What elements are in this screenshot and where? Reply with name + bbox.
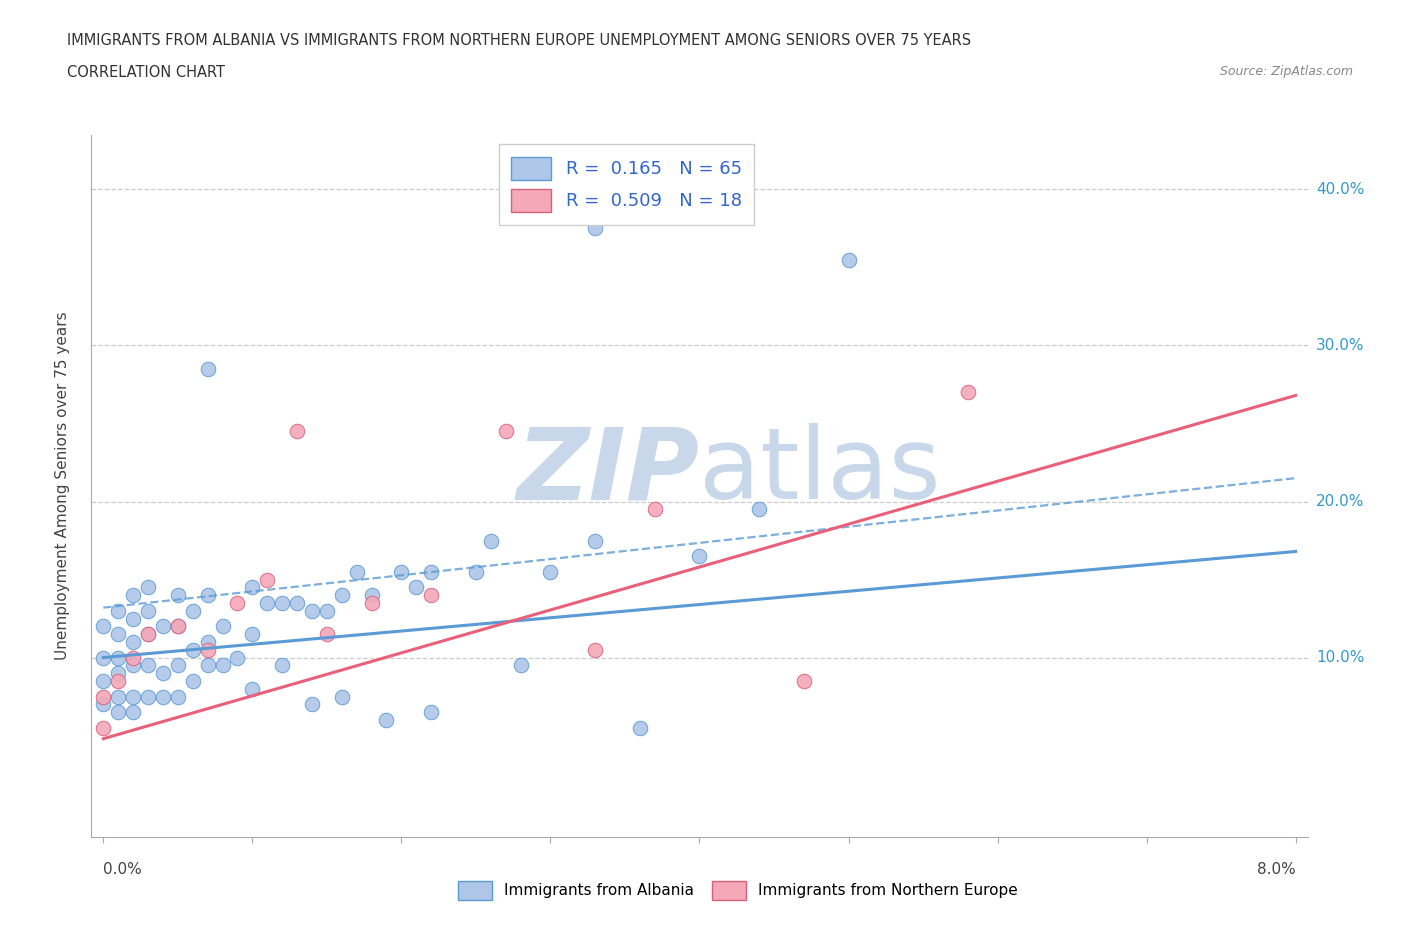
- Point: [152, 619, 174, 634]
- Point: [166, 619, 188, 634]
- Point: [495, 424, 517, 439]
- Point: [583, 533, 606, 548]
- Point: [166, 689, 188, 704]
- Point: [240, 580, 263, 595]
- Point: [181, 604, 204, 618]
- Point: [793, 673, 815, 688]
- Point: [122, 689, 145, 704]
- Point: [107, 650, 129, 665]
- Point: [91, 689, 114, 704]
- Point: [197, 362, 219, 377]
- Point: [136, 627, 159, 642]
- Point: [107, 604, 129, 618]
- Point: [197, 634, 219, 649]
- Point: [107, 705, 129, 720]
- Point: [136, 580, 159, 595]
- Point: [181, 673, 204, 688]
- Point: [285, 424, 308, 439]
- Point: [122, 705, 145, 720]
- Point: [688, 549, 710, 564]
- Point: [301, 697, 323, 711]
- Point: [122, 658, 145, 672]
- Point: [166, 588, 188, 603]
- Point: [152, 689, 174, 704]
- Point: [197, 658, 219, 672]
- Point: [330, 689, 353, 704]
- Point: [271, 658, 294, 672]
- Point: [405, 580, 427, 595]
- Point: [122, 588, 145, 603]
- Point: [91, 721, 114, 736]
- Text: atlas: atlas: [699, 423, 941, 521]
- Point: [838, 252, 860, 267]
- Legend: Immigrants from Albania, Immigrants from Northern Europe: Immigrants from Albania, Immigrants from…: [453, 874, 1024, 907]
- Point: [420, 705, 443, 720]
- Point: [956, 385, 979, 400]
- Legend: R =  0.165   N = 65, R =  0.509   N = 18: R = 0.165 N = 65, R = 0.509 N = 18: [499, 144, 754, 224]
- Point: [122, 650, 145, 665]
- Point: [91, 697, 114, 711]
- Point: [91, 650, 114, 665]
- Text: ZIP: ZIP: [516, 423, 699, 521]
- Text: 40.0%: 40.0%: [1316, 182, 1364, 197]
- Point: [181, 643, 204, 658]
- Point: [122, 634, 145, 649]
- Point: [256, 595, 278, 610]
- Point: [628, 721, 651, 736]
- Point: [166, 619, 188, 634]
- Point: [240, 682, 263, 697]
- Point: [240, 627, 263, 642]
- Text: Source: ZipAtlas.com: Source: ZipAtlas.com: [1219, 65, 1353, 78]
- Point: [479, 533, 502, 548]
- Point: [644, 502, 666, 517]
- Point: [136, 689, 159, 704]
- Point: [315, 627, 337, 642]
- Text: 8.0%: 8.0%: [1257, 862, 1296, 877]
- Point: [256, 572, 278, 587]
- Point: [122, 611, 145, 626]
- Point: [91, 673, 114, 688]
- Point: [315, 604, 337, 618]
- Point: [360, 595, 382, 610]
- Text: 20.0%: 20.0%: [1316, 494, 1364, 509]
- Point: [375, 712, 398, 727]
- Text: IMMIGRANTS FROM ALBANIA VS IMMIGRANTS FROM NORTHERN EUROPE UNEMPLOYMENT AMONG SE: IMMIGRANTS FROM ALBANIA VS IMMIGRANTS FR…: [67, 33, 972, 47]
- Point: [211, 619, 233, 634]
- Text: 0.0%: 0.0%: [103, 862, 142, 877]
- Text: CORRELATION CHART: CORRELATION CHART: [67, 65, 225, 80]
- Point: [346, 565, 368, 579]
- Point: [285, 595, 308, 610]
- Text: 30.0%: 30.0%: [1316, 338, 1364, 353]
- Point: [107, 627, 129, 642]
- Point: [583, 221, 606, 236]
- Point: [583, 643, 606, 658]
- Point: [360, 588, 382, 603]
- Point: [748, 502, 770, 517]
- Point: [107, 666, 129, 681]
- Point: [136, 604, 159, 618]
- Point: [226, 650, 249, 665]
- Point: [197, 588, 219, 603]
- Point: [107, 689, 129, 704]
- Point: [226, 595, 249, 610]
- Point: [330, 588, 353, 603]
- Point: [152, 666, 174, 681]
- Point: [509, 658, 531, 672]
- Point: [136, 658, 159, 672]
- Point: [91, 619, 114, 634]
- Text: 10.0%: 10.0%: [1316, 650, 1364, 665]
- Point: [107, 673, 129, 688]
- Point: [271, 595, 294, 610]
- Point: [301, 604, 323, 618]
- Point: [538, 565, 561, 579]
- Y-axis label: Unemployment Among Seniors over 75 years: Unemployment Among Seniors over 75 years: [55, 312, 70, 660]
- Point: [464, 565, 486, 579]
- Point: [389, 565, 412, 579]
- Point: [197, 643, 219, 658]
- Point: [211, 658, 233, 672]
- Point: [166, 658, 188, 672]
- Point: [136, 627, 159, 642]
- Point: [420, 565, 443, 579]
- Point: [420, 588, 443, 603]
